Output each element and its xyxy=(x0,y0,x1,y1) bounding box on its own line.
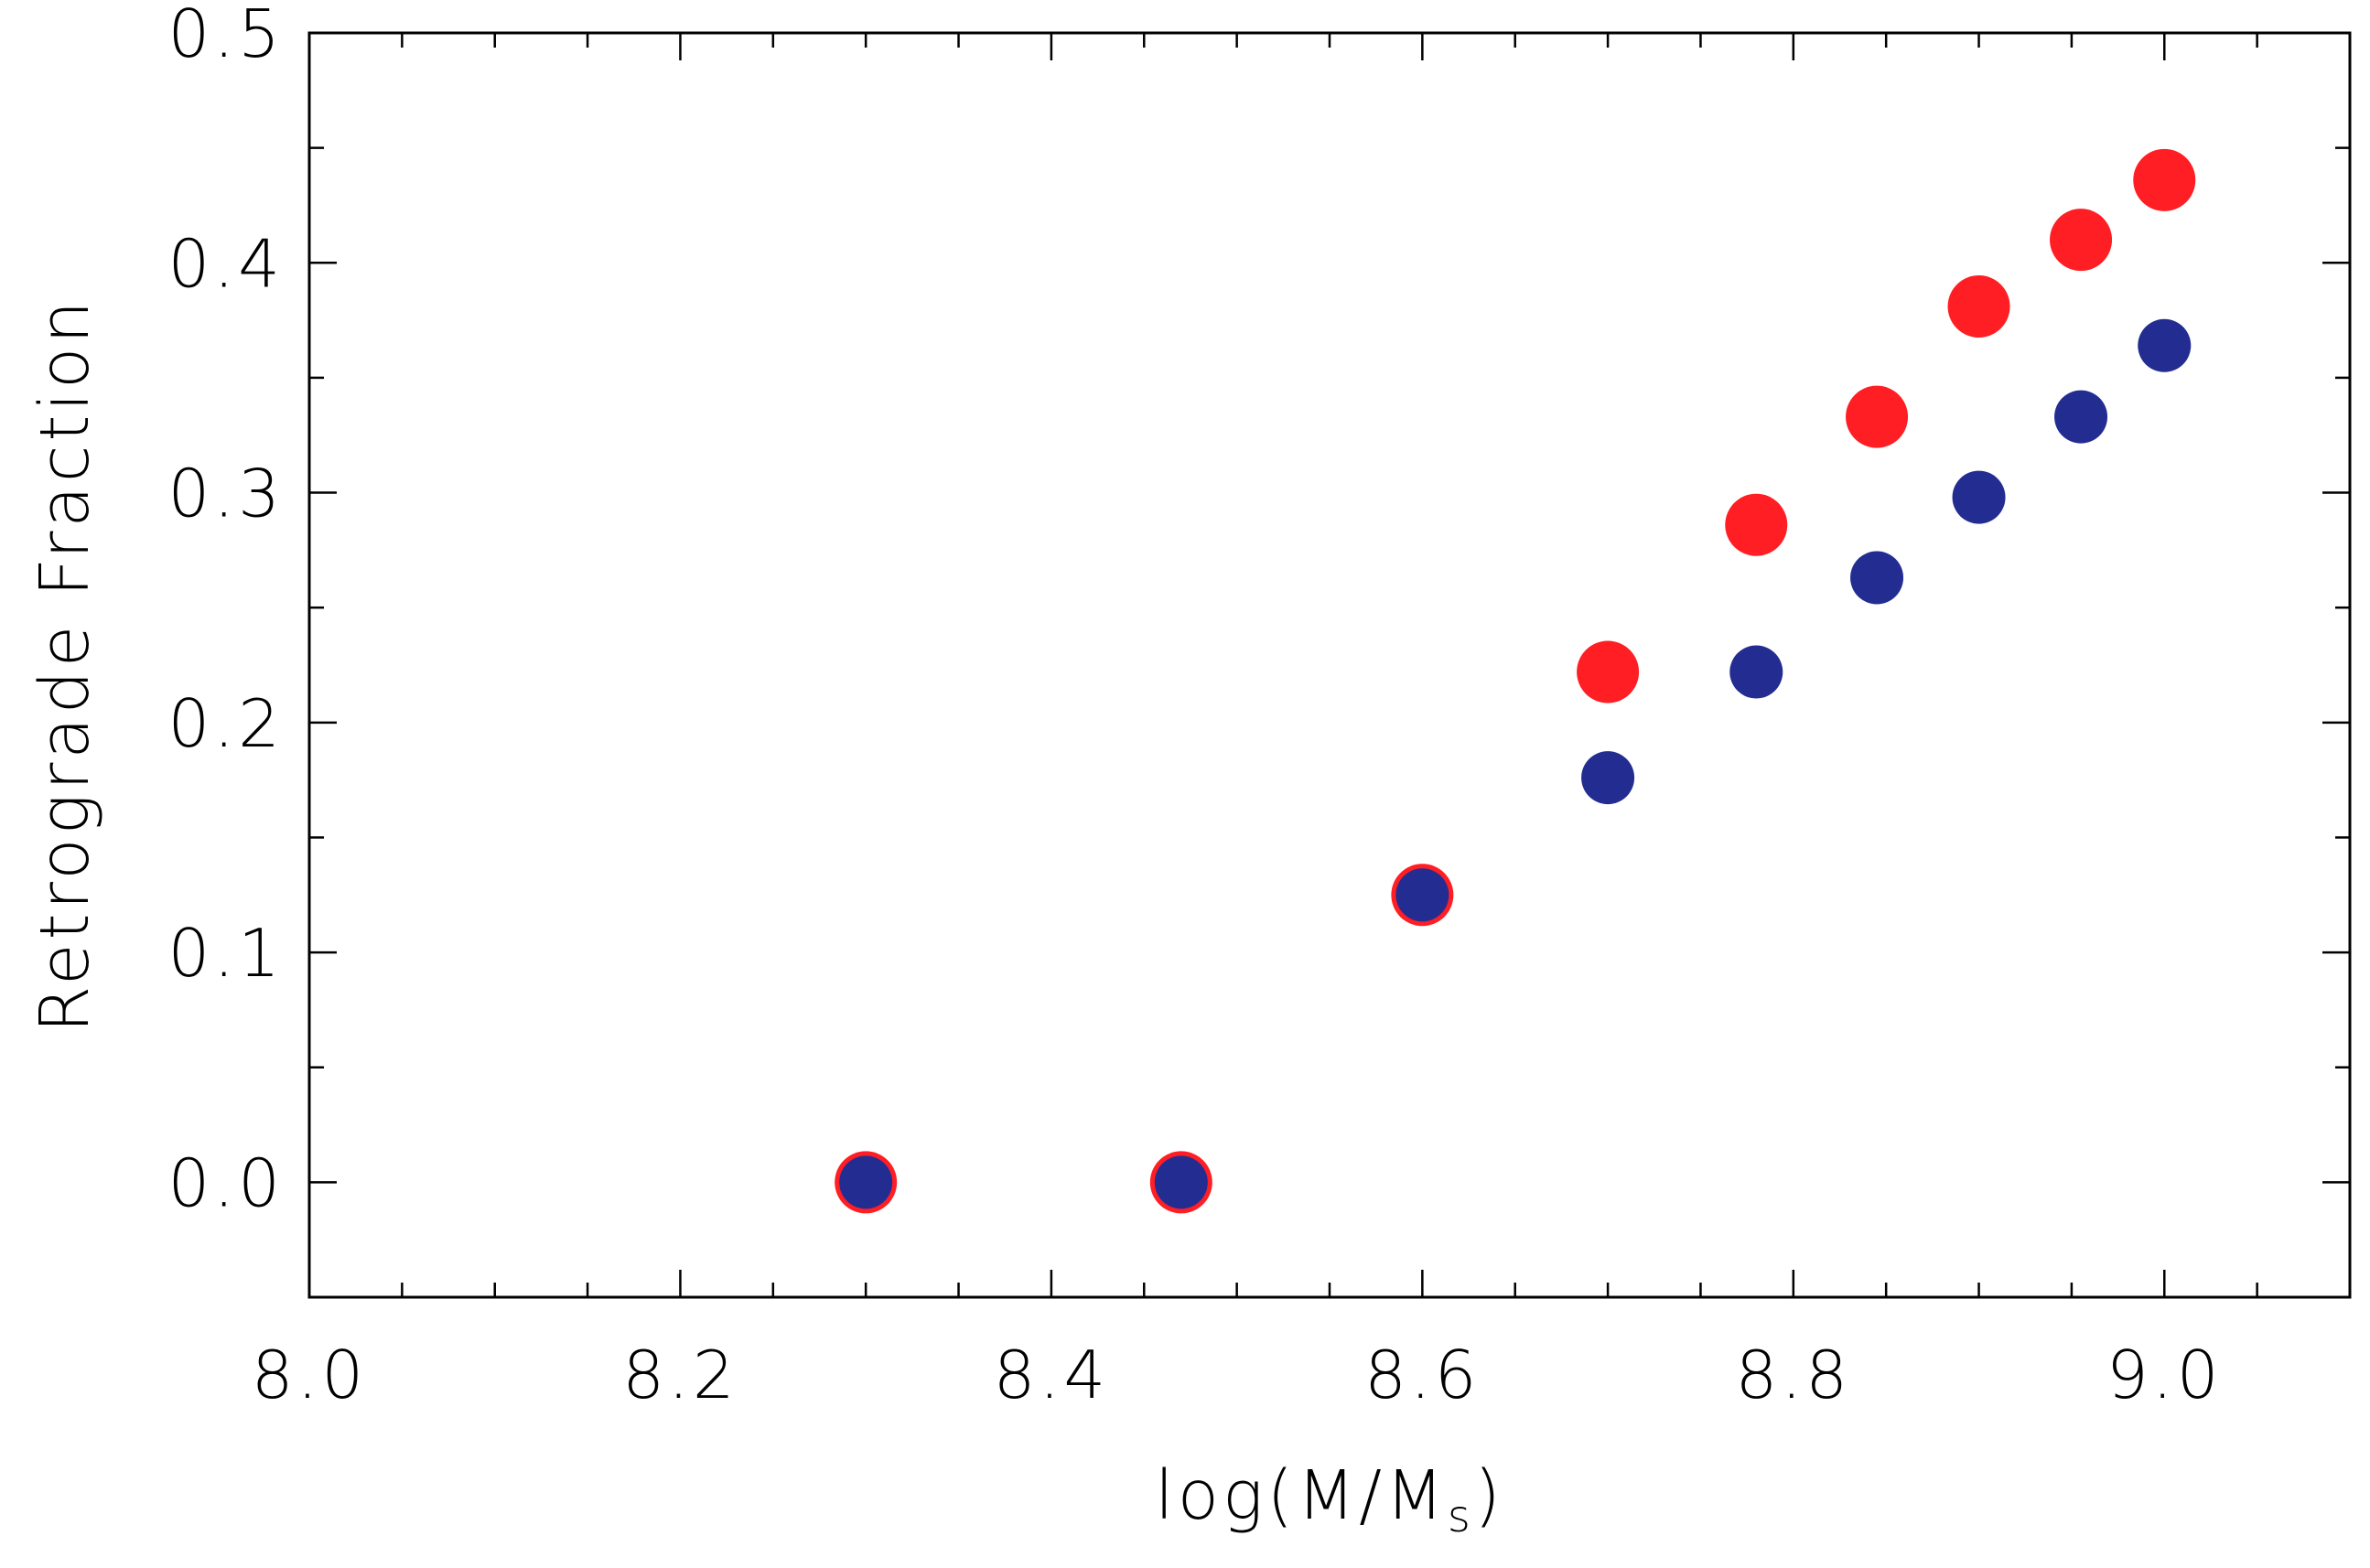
series-1-point xyxy=(1725,493,1788,556)
series-1-point xyxy=(2133,148,2196,211)
x-tick-label: 8.8 xyxy=(1736,1337,1852,1413)
series-1-point xyxy=(2050,209,2113,272)
y-tick-label: 0.2 xyxy=(167,685,284,762)
series-2-point xyxy=(1154,1155,1208,1209)
y-tick-label: 0.3 xyxy=(167,456,284,532)
x-tick-label: 8.6 xyxy=(1364,1337,1481,1413)
series-2-point xyxy=(1729,645,1783,699)
series-1-point xyxy=(1947,275,2010,338)
x-axis-label: log(M/Ms) xyxy=(1155,1456,1504,1542)
series-2-point xyxy=(2054,390,2108,444)
series-2-point xyxy=(2138,318,2192,372)
series-2-point xyxy=(1395,868,1449,922)
tick-labels: 8.0 8.2 8.4 8.6 8.8 9.0 0.0 0.1 0.2 0.3 0.4 0.5 xyxy=(167,0,2223,1413)
tick-marks xyxy=(309,33,2350,1297)
series-2-point xyxy=(1850,551,1904,605)
series-1-point xyxy=(1577,640,1640,703)
x-tick-label: 8.0 xyxy=(252,1337,368,1413)
y-tick-label: 0.5 xyxy=(167,0,284,72)
data-points xyxy=(835,148,2196,1214)
x-tick-label: 8.4 xyxy=(994,1337,1110,1413)
y-axis-label: Retrograde Fraction xyxy=(26,297,104,1033)
x-axis-label-close: ) xyxy=(1474,1456,1504,1535)
series-2 xyxy=(839,318,2192,1209)
x-tick-label: 9.0 xyxy=(2106,1337,2223,1413)
plot-frame xyxy=(307,31,2352,1299)
series-2-point xyxy=(839,1155,893,1209)
x-tick-label: 8.2 xyxy=(622,1337,738,1413)
y-tick-label: 0.0 xyxy=(167,1144,284,1221)
series-2-point xyxy=(1952,470,2006,524)
series-2-point xyxy=(1581,751,1635,805)
x-axis-label-subscript: s xyxy=(1448,1491,1474,1542)
series-1 xyxy=(835,148,2196,1214)
y-tick-label: 0.1 xyxy=(167,915,284,992)
x-axis-label-main: log(M/M xyxy=(1155,1456,1448,1535)
y-tick-label: 0.4 xyxy=(167,225,284,302)
series-1-point xyxy=(1846,385,1909,448)
